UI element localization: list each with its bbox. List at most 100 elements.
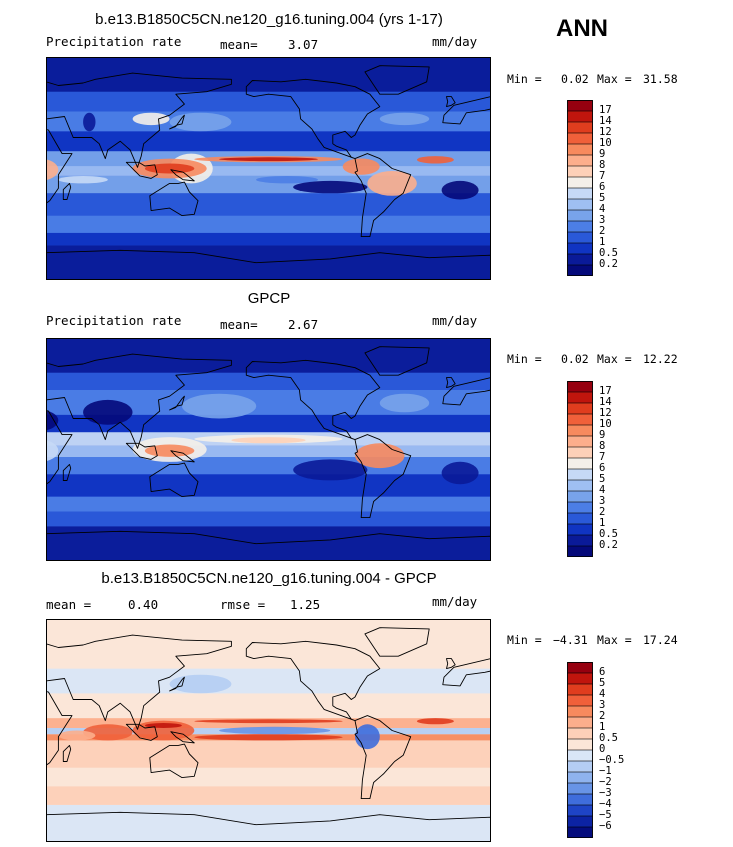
precip-band [46, 91, 491, 112]
colorbar-tick-label: 5 [599, 473, 606, 485]
colorbar-swatch [567, 716, 593, 729]
colorbar-swatch [567, 381, 593, 393]
panel-2-max-label: Max = [597, 352, 632, 366]
colorbar-swatch [567, 523, 593, 536]
colorbar-tick-label: 2 [599, 506, 606, 518]
colorbar-swatch [567, 815, 593, 828]
coastline [442, 643, 492, 687]
coastline [354, 434, 412, 519]
panel-2-max-value: 12.22 [643, 352, 678, 366]
colorbar-swatch [567, 705, 593, 718]
season-label: ANN [556, 15, 608, 42]
colorbar-tick-label: 6 [599, 462, 606, 474]
colorbar-tick-label: 0.2 [599, 258, 618, 270]
precip-feature [416, 718, 454, 725]
panel-3-min-value: −4.31 [553, 633, 588, 647]
precip-band [46, 767, 491, 787]
precip-feature [293, 459, 368, 481]
panel-3-max-label: Max = [597, 633, 632, 647]
precip-feature [169, 674, 232, 694]
panel-3-rmse-value: 1.25 [290, 597, 321, 612]
colorbar-swatch [567, 154, 593, 167]
precip-band [46, 496, 491, 512]
colorbar-tick-label: 6 [599, 666, 606, 678]
panel-1-min-value: 0.02 [561, 72, 589, 86]
colorbar-tick-label: 1 [599, 236, 606, 248]
coastline [442, 362, 492, 406]
colorbar-tick-label: 3 [599, 495, 606, 507]
panel-1-title: b.e13.B1850C5CN.ne120_g16.tuning.004 (yr… [95, 11, 443, 28]
coastline [62, 182, 72, 200]
colorbar-tick-label: 8 [599, 159, 606, 171]
precip-feature [416, 156, 454, 164]
colorbar-swatch [567, 391, 593, 404]
panel-3-map [0, 619, 492, 843]
precip-band [46, 193, 491, 216]
precip-feature [182, 393, 257, 419]
colorbar-swatch [567, 501, 593, 514]
colorbar-swatch [567, 231, 593, 244]
precip-band [46, 804, 491, 842]
precip-feature [231, 437, 306, 444]
coastline [149, 181, 199, 217]
colorbar-tick-label: 2 [599, 710, 606, 722]
colorbar-tick-label: 0.5 [599, 732, 618, 744]
precip-feature [58, 176, 108, 184]
panel-1-max-value: 31.58 [643, 72, 678, 86]
colorbar-tick-label: 4 [599, 203, 606, 215]
colorbar-swatch [567, 727, 593, 740]
colorbar-swatch [567, 209, 593, 222]
panel-2-min-value: 0.02 [561, 352, 589, 366]
colorbar-tick-label: 0 [599, 743, 606, 755]
panel-1-mean-value: 3.07 [288, 37, 319, 52]
panel-1-mean-label: mean= [220, 37, 258, 52]
map-frame [46, 57, 491, 280]
colorbar-tick-label: −2 [599, 776, 612, 788]
precip-band [46, 619, 491, 669]
precip-feature [83, 112, 96, 132]
colorbar-swatch [567, 804, 593, 817]
panel-1-variable-label: Precipitation rate [46, 34, 182, 49]
colorbar-swatch [567, 468, 593, 481]
precip-feature [144, 163, 195, 174]
precip-feature [132, 112, 170, 126]
precip-band [46, 693, 491, 719]
colorbar-tick-label: 0.2 [599, 539, 618, 551]
colorbar-swatch [567, 264, 593, 276]
colorbar-swatch [567, 749, 593, 762]
coastline [170, 450, 195, 463]
precip-feature [293, 180, 368, 194]
coastline [45, 634, 232, 730]
colorbar-swatch [567, 187, 593, 200]
panel-2-title: GPCP [247, 290, 291, 307]
panel-1-max-label: Max = [597, 72, 632, 86]
colorbar-tick-label: 2 [599, 225, 606, 237]
colorbar-swatch [567, 662, 593, 674]
colorbar-tick-label: 10 [599, 137, 612, 149]
panel-3-colorbar [567, 662, 593, 838]
coastline [442, 81, 492, 125]
colorbar-swatch [567, 457, 593, 470]
colorbar-swatch [567, 198, 593, 211]
panel-2-colorbar [567, 381, 593, 557]
colorbar-swatch [567, 413, 593, 426]
precip-feature [219, 726, 331, 735]
colorbar-swatch [567, 121, 593, 134]
colorbar-tick-label: 1 [599, 517, 606, 529]
precip-band [46, 338, 491, 373]
colorbar-tick-label: 9 [599, 429, 606, 441]
coastline [446, 377, 456, 389]
panel-2-map [0, 338, 492, 562]
coastline [364, 65, 430, 95]
precip-feature [342, 158, 380, 175]
coastline [45, 353, 232, 449]
colorbar-swatch [567, 220, 593, 233]
colorbar-tick-label: −5 [599, 809, 612, 821]
precip-band [46, 786, 491, 805]
precip-feature [219, 157, 318, 162]
precip-feature [379, 112, 430, 126]
precip-band [46, 668, 491, 694]
coastline [169, 114, 185, 130]
precip-feature [256, 176, 318, 184]
colorbar-swatch [567, 253, 593, 266]
